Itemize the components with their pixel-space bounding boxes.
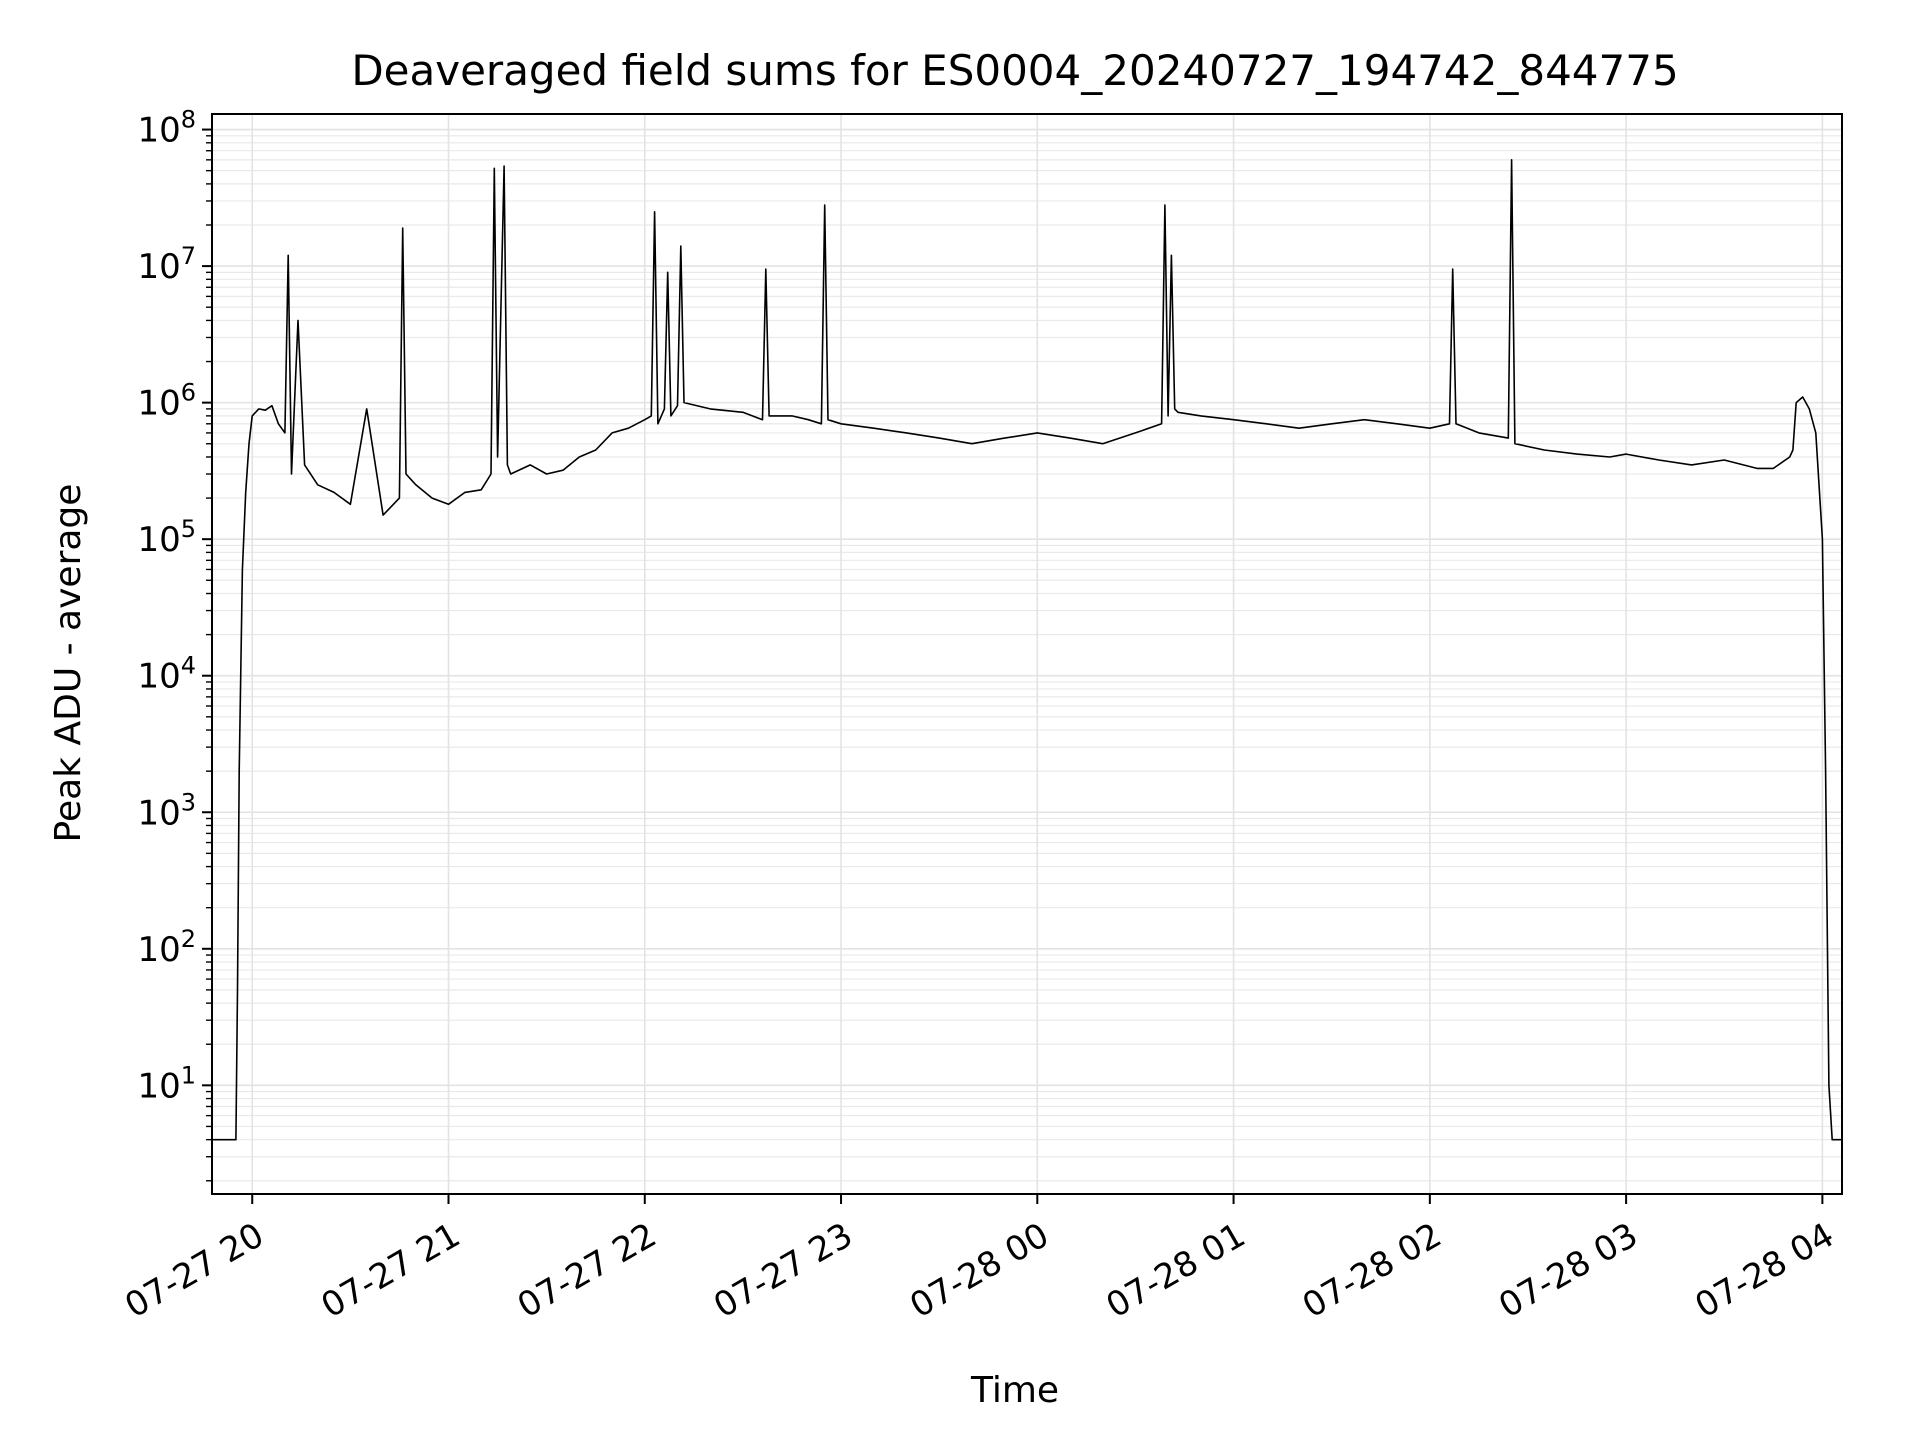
x-tick-label: 07-28 02 [1296, 1215, 1448, 1326]
series-layer [212, 159, 1842, 1141]
x-tick-label: 07-28 03 [1492, 1215, 1644, 1326]
x-tick-label: 07-28 04 [1688, 1215, 1840, 1326]
y-tick-label: 105 [137, 515, 196, 560]
x-tick-label: 07-28 01 [1100, 1215, 1252, 1326]
series-line-0 [212, 159, 1842, 1141]
axes-frame [211, 113, 1843, 1195]
x-tick-label: 07-27 20 [118, 1215, 270, 1326]
x-tick-label: 07-27 23 [707, 1215, 859, 1326]
y-tick-label: 101 [137, 1061, 196, 1106]
chart-title: Deaveraged field sums for ES0004_2024072… [351, 46, 1678, 95]
x-tick-label: 07-28 00 [903, 1215, 1055, 1326]
y-tick-label: 107 [137, 242, 196, 287]
y-tick-label: 106 [137, 379, 196, 424]
y-tick-label: 108 [137, 106, 196, 151]
grid-layer [212, 114, 1842, 1194]
x-axis-label: Time [970, 1370, 1059, 1411]
x-tick-label: 07-27 22 [511, 1215, 663, 1326]
ticks-layer: 101 102 103 104 105 106 107 108 07-27 20 07-27 21… [118, 106, 1841, 1327]
x-tick-label: 07-27 21 [315, 1215, 467, 1326]
y-axis-label: Peak ADU - average [48, 484, 89, 843]
y-tick-label: 102 [137, 925, 196, 970]
y-tick-label: 103 [137, 788, 196, 833]
y-tick-label: 104 [137, 652, 196, 697]
